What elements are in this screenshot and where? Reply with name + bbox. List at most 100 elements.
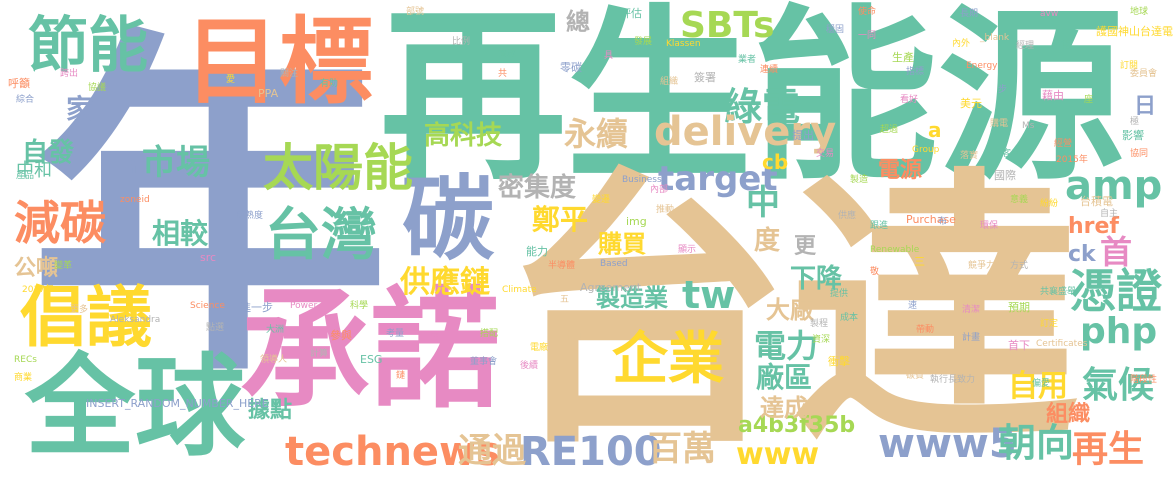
word-small-72: 產品	[16, 171, 35, 181]
word-small-90: 進一步	[240, 301, 273, 314]
word-small-94: 五	[560, 295, 570, 305]
word-small-57: 2015年	[1056, 155, 1088, 165]
word-small-13: Klassen	[666, 39, 701, 49]
word-zhengping: 鄭平	[532, 203, 589, 236]
word-zuzhi: 組織	[1046, 402, 1091, 427]
word-small-41: 協同	[1130, 149, 1149, 159]
word-small-37: 訂閱	[1120, 61, 1139, 71]
word-small-108: 搭配	[480, 329, 499, 339]
word-small-67: 環保	[980, 221, 999, 231]
word-small-54: 落實	[960, 151, 979, 161]
word-a4b: a4b3f35b	[738, 413, 856, 438]
word-changqu: 廠區	[756, 361, 813, 394]
word-small-105: 參與	[330, 329, 352, 342]
word-ck: ck	[1068, 242, 1096, 267]
word-small-84: Renewable	[870, 245, 920, 255]
word-jieneng: 節能	[28, 11, 148, 81]
word-technews: technews	[285, 429, 500, 475]
word-judian: 據點	[248, 398, 293, 423]
word-tw: tw	[682, 273, 736, 317]
word-small-122: 董事會	[470, 357, 498, 367]
word-small-129: 階段性	[1130, 375, 1158, 385]
word-small-83: 顯示	[678, 245, 697, 255]
word-small-48: 客戶	[1002, 149, 1021, 159]
word-small-51: 交易	[816, 149, 835, 159]
word-small-46: 購電	[990, 119, 1009, 129]
word-small-109: 電廠	[530, 343, 549, 353]
word-small-0: 評估	[620, 7, 642, 20]
word-small-53: Group	[912, 145, 940, 155]
word-small-113: 帶動	[916, 325, 935, 335]
word-small-45: 美元	[960, 97, 982, 110]
word-small-17: 連續	[760, 65, 779, 75]
word-small-42: 指標	[906, 67, 925, 77]
word-small-130: INSERT_RANDOM_NUMBER_HERE	[86, 397, 269, 410]
word-small-55: 國際	[994, 169, 1016, 182]
word-small-103: 點選	[206, 323, 225, 333]
word-small-65: Purchase	[906, 213, 956, 226]
word-small-121: 鏈	[396, 371, 406, 381]
word-small-123: 後續	[520, 361, 539, 371]
word-small-7: 比例	[452, 37, 471, 47]
word-small-5: 護國神山台達電	[1096, 25, 1173, 38]
word-small-126: 碳費	[906, 371, 925, 381]
word-small-128: 偏愛	[1032, 379, 1051, 389]
word-small-49: 經營	[1054, 139, 1073, 149]
word-www5: www5	[878, 421, 1017, 467]
word-small-100: 預期	[1008, 301, 1030, 314]
word-small-93: Climate	[502, 285, 537, 295]
word-small-99: 清潔	[962, 305, 981, 315]
word-small-76: 變革	[54, 261, 73, 271]
word-gongdun: 公噸	[14, 256, 59, 281]
word-small-70: 台積電	[1080, 195, 1113, 208]
word-small-98: 速	[908, 301, 918, 311]
word-ziyong: 自用	[1008, 369, 1068, 404]
word-small-111: 製程	[810, 319, 829, 329]
word-small-80: 能力	[526, 245, 548, 258]
word-small-118: 領導人	[260, 355, 288, 365]
word-small-43: 看好	[900, 95, 919, 105]
word-small-82: Based	[600, 259, 628, 269]
word-small-95: Agreement	[580, 281, 642, 294]
word-small-62: 推動	[656, 205, 675, 215]
word-small-110: 核心	[566, 329, 588, 342]
word-small-19: 一同	[858, 31, 877, 41]
word-small-115: 首下	[1008, 339, 1030, 352]
word-small-14: 組織	[660, 77, 679, 87]
word-amp: amp	[1065, 163, 1163, 209]
word-jia: 家	[66, 93, 95, 126]
word-small-32: 有助	[320, 79, 339, 89]
word-baiwan: 百萬	[648, 429, 716, 469]
word-small-97: 敬	[870, 267, 880, 277]
word-small-56: 活動	[1040, 167, 1059, 177]
word-small-24: 模範	[1052, 41, 1071, 51]
word-quanqiu: 全球	[25, 343, 245, 471]
word-small-102: Certificates	[1036, 339, 1088, 349]
word-dacheng: 達成	[760, 394, 808, 422]
word-a: a	[928, 118, 942, 142]
word-shichang: 市場	[142, 143, 210, 183]
word-small-117: 商業	[14, 373, 33, 383]
word-qihou: 氣候	[1082, 365, 1155, 406]
word-yongxu: 永續	[564, 115, 629, 153]
word-tongguo: 通過	[458, 431, 526, 471]
word-small-81: 半導體	[548, 261, 576, 271]
word-zhonghe: 中和	[16, 160, 52, 181]
word-small-87: 方式	[1010, 261, 1029, 271]
word-small-29: 愛	[226, 75, 236, 85]
word-small-101: 訂定	[1040, 319, 1059, 329]
word-small-75: src	[200, 251, 217, 264]
word-taiyangneng: 太陽能	[263, 139, 413, 197]
word-sbts: SBTs	[680, 5, 775, 46]
word-small-59: 內部	[650, 185, 669, 195]
word-small-3: avw	[1040, 9, 1059, 19]
word-gengv: 更	[794, 234, 817, 259]
word-chengnuo: 承諾	[240, 274, 501, 426]
word-small-78: 更多	[70, 305, 89, 315]
word-small-116: RECs	[14, 355, 37, 365]
word-dachang: 大廠	[766, 296, 814, 324]
word-small-22: _blank	[980, 33, 1010, 43]
word-small-21: 內外	[952, 39, 971, 49]
word-small-34: 步	[998, 85, 1008, 95]
word-small-20: 生產	[892, 51, 914, 64]
